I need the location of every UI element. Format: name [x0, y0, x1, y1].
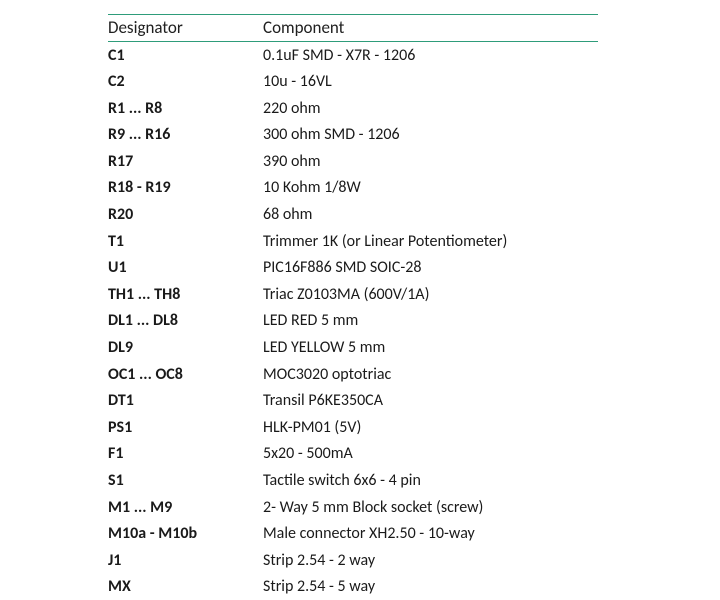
cell-designator: R20	[108, 202, 263, 229]
cell-component: Strip 2.54 - 5 way	[263, 574, 598, 600]
table-row: U1PIC16F886 SMD SOIC-28	[108, 255, 598, 282]
header-component: Component	[263, 15, 598, 42]
cell-designator: DT1	[108, 388, 263, 415]
cell-component: Strip 2.54 - 2 way	[263, 547, 598, 574]
table-row: R9 ... R16300 ohm SMD - 1206	[108, 122, 598, 149]
cell-component: Trimmer 1K (or Linear Potentiometer)	[263, 228, 598, 255]
cell-designator: R18 - R19	[108, 175, 263, 202]
cell-component: 10 Kohm 1/8W	[263, 175, 598, 202]
cell-designator: MX	[108, 574, 263, 600]
cell-component: MOC3020 optotriac	[263, 361, 598, 388]
table-row: M1 ... M92- Way 5 mm Block socket (screw…	[108, 494, 598, 521]
cell-designator: F1	[108, 441, 263, 468]
cell-component: 0.1uF SMD - X7R - 1206	[263, 42, 598, 69]
cell-component: 10u - 16VL	[263, 69, 598, 96]
bom-table: Designator Component C10.1uF SMD - X7R -…	[108, 14, 598, 600]
cell-designator: M1 ... M9	[108, 494, 263, 521]
page: Designator Component C10.1uF SMD - X7R -…	[0, 0, 720, 573]
table-header-row: Designator Component	[108, 15, 598, 42]
cell-component: LED RED 5 mm	[263, 308, 598, 335]
cell-component: 300 ohm SMD - 1206	[263, 122, 598, 149]
table-row: M10a - M10bMale connector XH2.50 - 10-wa…	[108, 521, 598, 548]
table-row: R18 - R1910 Kohm 1/8W	[108, 175, 598, 202]
cell-designator: U1	[108, 255, 263, 282]
cell-component: 2- Way 5 mm Block socket (screw)	[263, 494, 598, 521]
table-row: R2068 ohm	[108, 202, 598, 229]
cell-component: Male connector XH2.50 - 10-way	[263, 521, 598, 548]
cell-designator: M10a - M10b	[108, 521, 263, 548]
table-row: J1Strip 2.54 - 2 way	[108, 547, 598, 574]
cell-designator: J1	[108, 547, 263, 574]
cell-designator: DL1 ... DL8	[108, 308, 263, 335]
cell-component: LED YELLOW 5 mm	[263, 335, 598, 362]
cell-designator: OC1 ... OC8	[108, 361, 263, 388]
table-row: MXStrip 2.54 - 5 way	[108, 574, 598, 600]
header-designator: Designator	[108, 15, 263, 42]
cell-component: HLK-PM01 (5V)	[263, 414, 598, 441]
table-row: R1 ... R8220 ohm	[108, 95, 598, 122]
cell-component: Transil P6KE350CA	[263, 388, 598, 415]
cell-component: Tactile switch 6x6 - 4 pin	[263, 468, 598, 495]
table-body: C10.1uF SMD - X7R - 1206C210u - 16VLR1 .…	[108, 42, 598, 600]
cell-designator: PS1	[108, 414, 263, 441]
cell-component: PIC16F886 SMD SOIC-28	[263, 255, 598, 282]
table-row: DT1Transil P6KE350CA	[108, 388, 598, 415]
cell-component: 220 ohm	[263, 95, 598, 122]
cell-component: 390 ohm	[263, 148, 598, 175]
table-row: TH1 ... TH8Triac Z0103MA (600V/1A)	[108, 281, 598, 308]
cell-component: Triac Z0103MA (600V/1A)	[263, 281, 598, 308]
cell-designator: DL9	[108, 335, 263, 362]
cell-designator: R1 ... R8	[108, 95, 263, 122]
cell-designator: C1	[108, 42, 263, 69]
table-row: R17390 ohm	[108, 148, 598, 175]
cell-designator: R17	[108, 148, 263, 175]
table-row: OC1 ... OC8MOC3020 optotriac	[108, 361, 598, 388]
cell-component: 68 ohm	[263, 202, 598, 229]
cell-component: 5x20 - 500mA	[263, 441, 598, 468]
cell-designator: T1	[108, 228, 263, 255]
table-row: PS1HLK-PM01 (5V)	[108, 414, 598, 441]
cell-designator: R9 ... R16	[108, 122, 263, 149]
table-row: C210u - 16VL	[108, 69, 598, 96]
cell-designator: TH1 ... TH8	[108, 281, 263, 308]
cell-designator: C2	[108, 69, 263, 96]
table-row: C10.1uF SMD - X7R - 1206	[108, 42, 598, 69]
cell-designator: S1	[108, 468, 263, 495]
table-row: DL9LED YELLOW 5 mm	[108, 335, 598, 362]
table-row: DL1 ... DL8LED RED 5 mm	[108, 308, 598, 335]
table-row: F15x20 - 500mA	[108, 441, 598, 468]
table-row: S1Tactile switch 6x6 - 4 pin	[108, 468, 598, 495]
table-row: T1Trimmer 1K (or Linear Potentiometer)	[108, 228, 598, 255]
